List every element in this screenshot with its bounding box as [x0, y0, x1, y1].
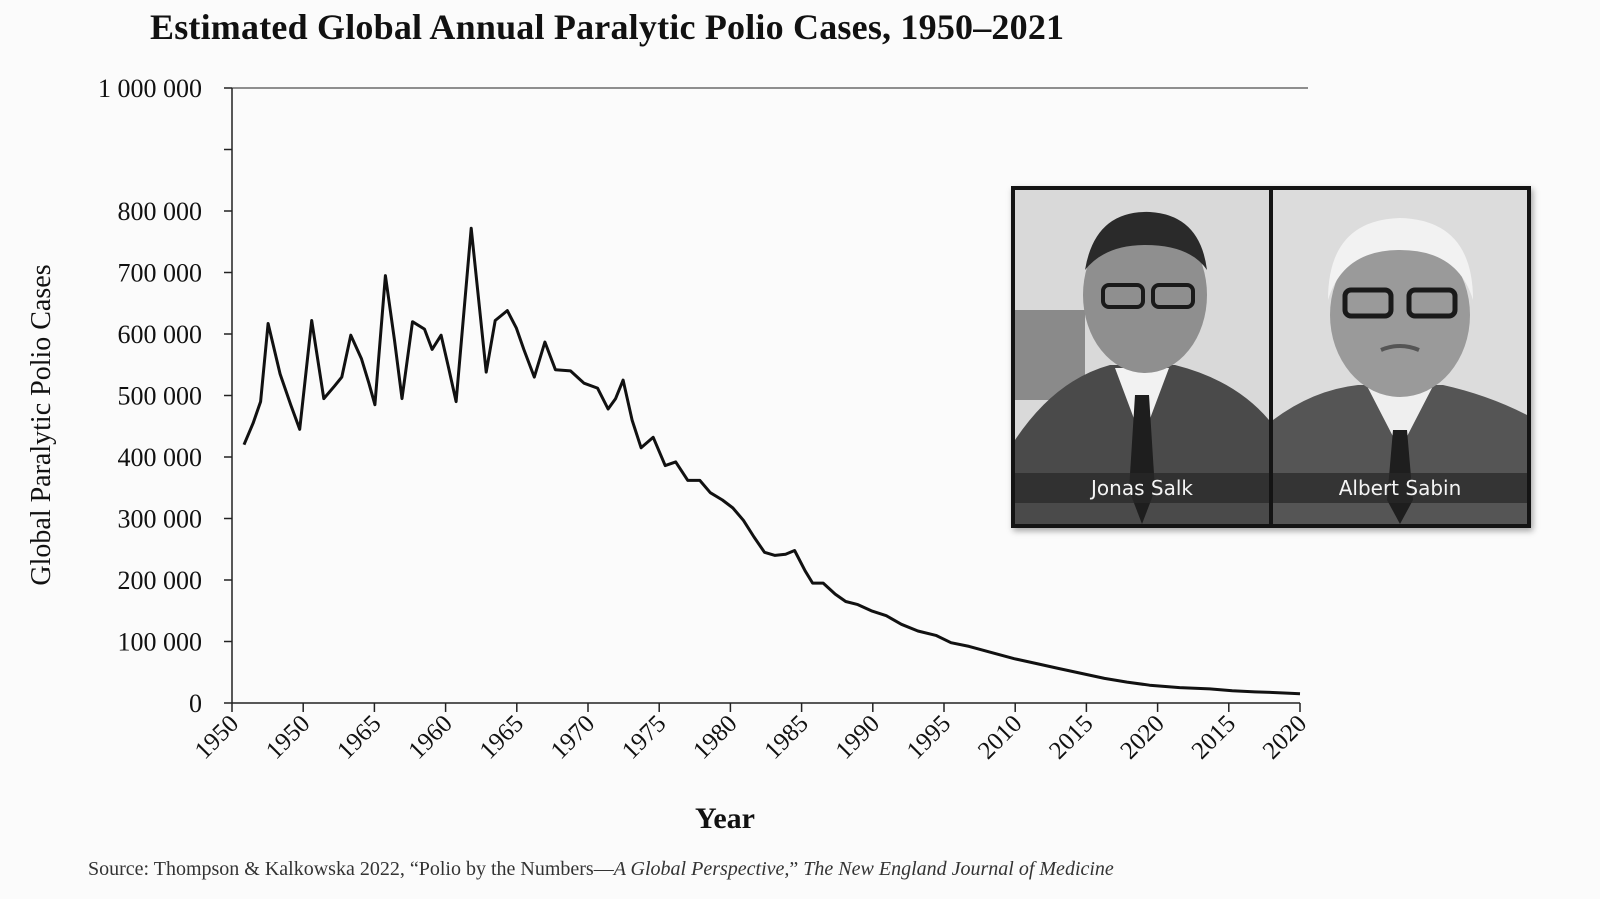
- source-journal: The New England Journal of Medicine: [803, 858, 1114, 880]
- x-tick-label: 1985: [759, 710, 813, 764]
- y-tick-label: 400 000: [118, 443, 203, 472]
- y-tick-label: 100 000: [118, 628, 203, 657]
- x-tick-label: 1975: [617, 710, 671, 764]
- portrait-inset: Jonas Salk Albert Sabin: [1011, 186, 1531, 528]
- x-axis-ticks: 1950 1950 1965 1960 1965 1970 1975 1980 1985 1990…: [190, 703, 1312, 765]
- y-tick-label: 500 000: [118, 382, 203, 411]
- x-tick-label: 1965: [332, 710, 386, 764]
- x-tick-label: 1980: [688, 710, 742, 764]
- x-tick-label: 1990: [831, 710, 885, 764]
- x-tick-label: 1960: [403, 710, 457, 764]
- source-article-title: A Global Perspective,: [613, 858, 790, 880]
- albert-sabin-portrait-image: [1273, 190, 1527, 524]
- source-close-quote: ”: [789, 858, 804, 880]
- y-tick-label: 1 000 000: [98, 74, 202, 103]
- y-tick-label: 200 000: [118, 566, 203, 595]
- y-axis-label: Global Paralytic Polio Cases: [26, 264, 57, 585]
- x-tick-label: 2010: [973, 710, 1027, 764]
- x-tick-label: 1950: [190, 710, 244, 764]
- albert-sabin-caption: Albert Sabin: [1273, 473, 1527, 503]
- x-tick-label: 1970: [546, 710, 600, 764]
- jonas-salk-portrait-image: [1015, 190, 1269, 524]
- y-tick-label: 600 000: [118, 320, 203, 349]
- jonas-salk-caption: Jonas Salk: [1015, 473, 1269, 503]
- chart-title: Estimated Global Annual Paralytic Polio …: [150, 7, 1065, 47]
- y-axis-ticks: 0 100 000 200 000 300 000 400 000 500 000 600 …: [98, 74, 232, 718]
- x-tick-label: 2020: [1258, 710, 1312, 764]
- y-tick-label: 700 000: [118, 259, 203, 288]
- x-tick-label: 1965: [475, 710, 529, 764]
- x-tick-label: 2020: [1115, 710, 1169, 764]
- y-tick-label: 800 000: [118, 197, 203, 226]
- series-line: [242, 226, 1301, 696]
- x-tick-label: 1995: [902, 710, 956, 764]
- albert-sabin-photo: Albert Sabin: [1273, 190, 1527, 524]
- source-prefix: Source: Thompson & Kalkowska 2022, “Poli…: [88, 858, 614, 880]
- x-tick-label: 2015: [1187, 710, 1241, 764]
- source-citation: Source: Thompson & Kalkowska 2022, “Poli…: [88, 858, 1114, 881]
- x-tick-label: 1950: [261, 710, 315, 764]
- x-axis-label: Year: [695, 802, 755, 835]
- x-tick-label: 2015: [1044, 710, 1098, 764]
- y-tick-label: 300 000: [118, 505, 203, 534]
- y-tick-label: 0: [189, 689, 202, 718]
- jonas-salk-photo: Jonas Salk: [1015, 190, 1269, 524]
